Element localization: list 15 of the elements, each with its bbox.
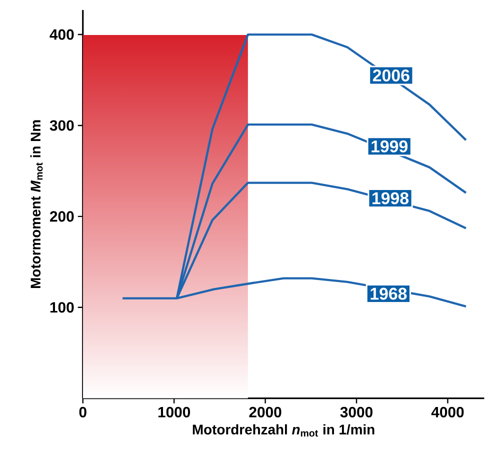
- annotation: 2006: [372, 69, 410, 82]
- y-tick-label: 200: [50, 211, 74, 222]
- annotation: 1999: [372, 140, 408, 152]
- x-tick-label: 4000: [431, 406, 464, 418]
- y-tick-label: 100: [50, 302, 74, 313]
- x-tick-label: 1000: [158, 406, 190, 418]
- annotation: 1968: [370, 288, 407, 300]
- y-tick-label: 300: [50, 120, 74, 131]
- y-tick-label: 400: [50, 29, 74, 40]
- x-tick-label: 2000: [249, 406, 282, 418]
- x-tick-label: 0: [79, 406, 86, 418]
- x-tick-label: 3000: [340, 406, 372, 418]
- annotation: 1998: [372, 192, 409, 204]
- x-axis-title: Motordrehzahl n$_{mot}$ in 1/min: [192, 424, 374, 436]
- y-axis-title: Motormoment M$_{mot}$ in Nm: [30, 120, 43, 288]
